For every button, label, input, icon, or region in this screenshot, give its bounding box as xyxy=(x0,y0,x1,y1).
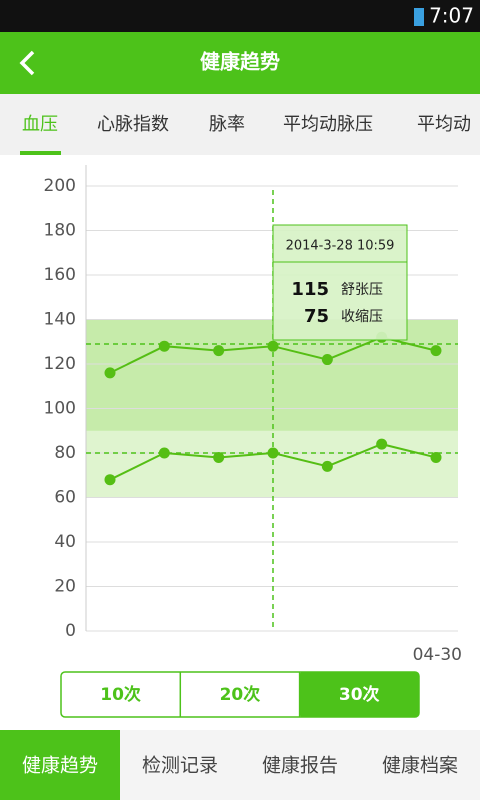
nav-active xyxy=(0,730,120,800)
nav-item[interactable]: 健康报告 xyxy=(262,755,338,777)
data-point xyxy=(430,345,442,357)
battery-icon xyxy=(414,8,424,26)
tooltip xyxy=(272,224,408,341)
y-tick-label: 60 xyxy=(54,488,76,508)
data-point xyxy=(376,438,388,450)
tooltip-date: 2014-3-28 10:59 xyxy=(286,239,395,254)
status-time: 7:07 xyxy=(429,4,474,28)
header-title: 健康趋势 xyxy=(200,50,280,74)
data-point xyxy=(104,367,116,379)
tab-underline xyxy=(20,151,61,155)
tab-bar xyxy=(0,94,480,155)
y-tick-label: 120 xyxy=(44,354,76,374)
tab[interactable]: 脉率 xyxy=(209,114,245,135)
tooltip-value: 75 xyxy=(304,306,329,327)
y-tick-label: 80 xyxy=(54,443,76,463)
y-tick-label: 160 xyxy=(44,265,76,285)
status-bar xyxy=(0,0,480,32)
tab[interactable]: 心脉指数 xyxy=(97,114,169,135)
data-point xyxy=(158,447,170,459)
tooltip-label: 舒张压 xyxy=(341,282,383,298)
y-tick-label: 200 xyxy=(44,176,76,196)
range-button[interactable]: 30次 xyxy=(339,684,380,705)
x-end-label: 04-30 xyxy=(413,645,462,665)
data-point xyxy=(321,354,333,366)
range-button-active xyxy=(299,672,419,717)
data-point xyxy=(104,474,116,486)
y-tick-label: 0 xyxy=(65,621,76,641)
nav-item[interactable]: 健康档案 xyxy=(382,755,458,777)
tab[interactable]: 平均动 xyxy=(417,114,471,135)
y-tick-label: 180 xyxy=(44,221,76,241)
data-point xyxy=(267,340,279,352)
y-tick-label: 40 xyxy=(54,532,76,552)
data-point xyxy=(267,447,279,459)
data-point xyxy=(430,451,442,463)
range-button[interactable]: 20次 xyxy=(220,684,261,705)
data-point xyxy=(213,451,225,463)
header xyxy=(0,32,480,94)
y-tick-label: 140 xyxy=(44,310,76,330)
nav-item[interactable]: 健康趋势 xyxy=(22,755,98,777)
data-point xyxy=(213,345,225,357)
data-point xyxy=(158,340,170,352)
tab[interactable]: 平均动脉压 xyxy=(283,114,373,135)
y-tick-label: 20 xyxy=(54,577,76,597)
y-tick-label: 100 xyxy=(44,399,76,419)
data-point xyxy=(321,460,333,472)
nav-item[interactable]: 检测记录 xyxy=(142,755,218,777)
tab[interactable]: 血压 xyxy=(22,114,58,135)
range-button[interactable]: 10次 xyxy=(100,684,141,705)
back-button[interactable] xyxy=(19,50,35,76)
tooltip-value: 115 xyxy=(291,279,329,300)
tooltip-label: 收缩压 xyxy=(341,309,383,325)
